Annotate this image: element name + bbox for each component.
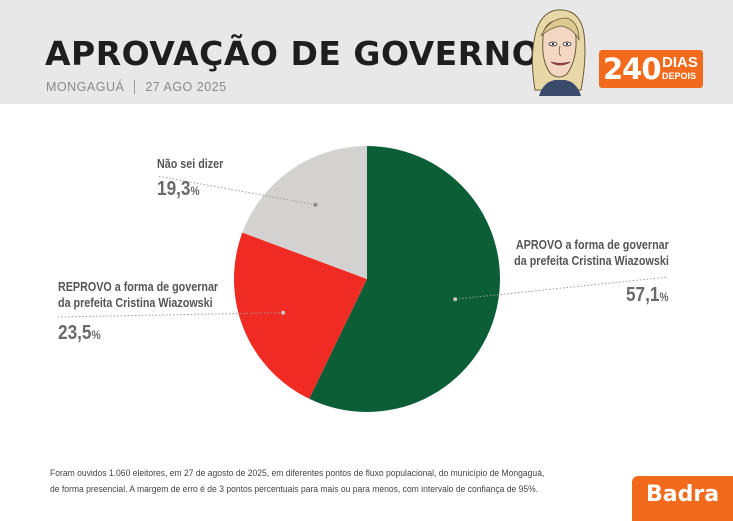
pie-slice-aprovo xyxy=(309,146,500,412)
leader-line-nao-sei xyxy=(156,175,316,206)
slice-label-aprovo-line1: APROVO a forma de governar xyxy=(516,238,669,252)
header-band: APROVAÇÃO DE GOVERNO MONGAGUÁ 27 AGO 2025… xyxy=(0,0,733,104)
slice-value-nao-sei-unit: % xyxy=(190,184,200,198)
date-label: 27 AGO 2025 xyxy=(145,80,227,94)
brand-name: Badra xyxy=(646,482,720,507)
pie-slice-aprovo-marker xyxy=(453,297,458,302)
badge-word-depois: DEPOIS xyxy=(662,71,697,81)
pie-slice-nao-sei-marker xyxy=(313,202,318,207)
footnote-line1: Foram ouvidos 1.060 eleitores, em 27 de … xyxy=(50,468,545,478)
pie-slice-reprovo-marker xyxy=(281,310,286,315)
brand-logo: Badra xyxy=(632,476,733,521)
page-title: APROVAÇÃO DE GOVERNO xyxy=(45,34,541,73)
slice-label-aprovo: APROVO a forma de governar da prefeita C… xyxy=(514,237,669,269)
slice-label-nao-sei-line1: Não sei dizer xyxy=(157,157,224,171)
slice-label-reprovo: REPROVO a forma de governar da prefeita … xyxy=(58,279,218,311)
pie-slice-nao-sei xyxy=(242,146,367,279)
badge-words: DIAS DEPOIS xyxy=(662,54,698,82)
slice-value-nao-sei: 19,3% xyxy=(157,178,200,201)
slice-value-aprovo-unit: % xyxy=(659,290,669,304)
footnote-line2: de forma presencial. A margem de erro é … xyxy=(50,484,539,494)
slice-value-reprovo-number: 23,5 xyxy=(58,322,92,344)
slice-label-aprovo-line2: da prefeita Cristina Wiazowski xyxy=(514,254,669,268)
slice-value-aprovo: 57,1% xyxy=(626,284,669,307)
slice-label-nao-sei: Não sei dizer xyxy=(157,156,223,172)
city-label: MONGAGUÁ xyxy=(46,80,125,94)
leader-line-reprovo xyxy=(57,312,284,318)
slice-value-reprovo: 23,5% xyxy=(58,322,101,345)
slice-label-reprovo-line1: REPROVO a forma de governar xyxy=(58,280,219,294)
badge-word-dias: DIAS xyxy=(662,54,698,71)
slice-label-reprovo-line2: da prefeita Cristina Wiazowski xyxy=(58,296,213,310)
badge-number: 240 xyxy=(603,52,662,86)
subtitle-divider xyxy=(134,80,136,94)
leader-line-aprovo xyxy=(455,276,669,300)
slice-value-aprovo-number: 57,1 xyxy=(626,284,660,306)
slice-value-nao-sei-number: 19,3 xyxy=(157,178,191,200)
slice-value-reprovo-unit: % xyxy=(91,328,101,342)
mayor-caricature xyxy=(531,9,586,96)
240-days-badge: 240 DIAS DEPOIS xyxy=(599,50,703,88)
subtitle-line: MONGAGUÁ 27 AGO 2025 xyxy=(46,80,227,94)
pie-slice-reprovo xyxy=(233,232,367,399)
methodology-footnote: Foram ouvidos 1.060 eleitores, em 27 de … xyxy=(50,465,582,497)
